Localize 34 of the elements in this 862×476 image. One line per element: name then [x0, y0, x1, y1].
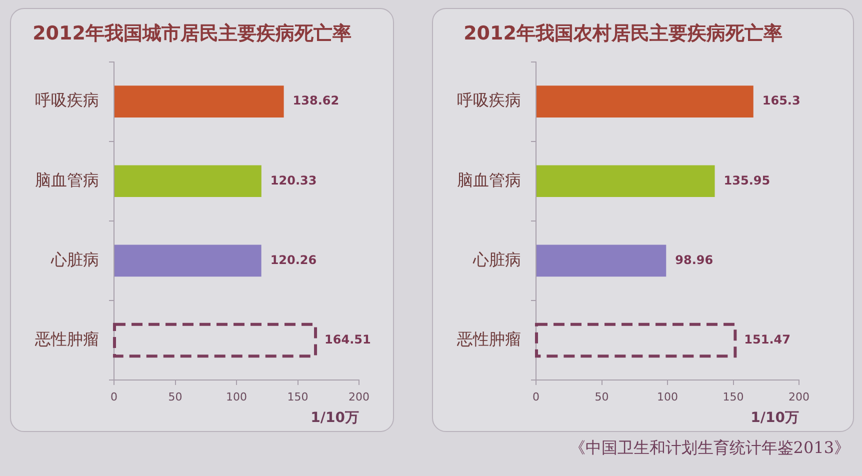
- data-label: 135.95: [724, 173, 770, 188]
- data-label: 138.62: [292, 94, 340, 108]
- data-label: 120.26: [270, 252, 317, 267]
- x-tick-label: 50: [594, 390, 609, 404]
- x-tick-label: 200: [788, 390, 810, 404]
- x-tick-label: 200: [348, 390, 370, 404]
- chart-title: 2012年我国农村居民主要疾病死亡率: [464, 22, 782, 44]
- x-tick-label: 50: [168, 390, 182, 404]
- x-tick-label: 0: [110, 390, 118, 404]
- x-tick-label: 150: [722, 390, 744, 404]
- y-tick-label: 脑血管病: [35, 170, 99, 190]
- y-tick-label: 恶性肿瘤: [34, 329, 99, 348]
- bar: [536, 165, 715, 198]
- bar: [536, 86, 754, 118]
- y-tick-label: 恶性肿瘤: [456, 329, 521, 348]
- text: 《中国卫生和计划生育统计年鉴2013》: [569, 438, 850, 459]
- data-label: 165.3: [762, 94, 800, 108]
- data-label: 151.47: [744, 332, 790, 346]
- data-label: 164.51: [324, 332, 371, 346]
- x-axis-title: 1/10万: [310, 410, 359, 426]
- x-tick-label: 100: [226, 390, 247, 404]
- data-label: 98.96: [675, 252, 714, 267]
- y-tick-label: 呼吸疾病: [35, 90, 99, 110]
- x-tick-label: 100: [657, 390, 678, 404]
- y-tick-label: 呼吸疾病: [457, 90, 521, 110]
- y-tick-label: 脑血管病: [457, 170, 521, 190]
- x-tick-label: 0: [532, 390, 540, 404]
- x-axis-title: 1/10万: [750, 410, 799, 426]
- y-tick-label: 心脏病: [50, 250, 99, 269]
- x-tick-label: 150: [287, 390, 308, 404]
- data-label: 120.33: [270, 173, 317, 188]
- bar: [536, 244, 666, 277]
- chart-title: 2012年我国城市居民主要疾病死亡率: [32, 22, 352, 44]
- y-tick-label: 心脏病: [472, 250, 521, 269]
